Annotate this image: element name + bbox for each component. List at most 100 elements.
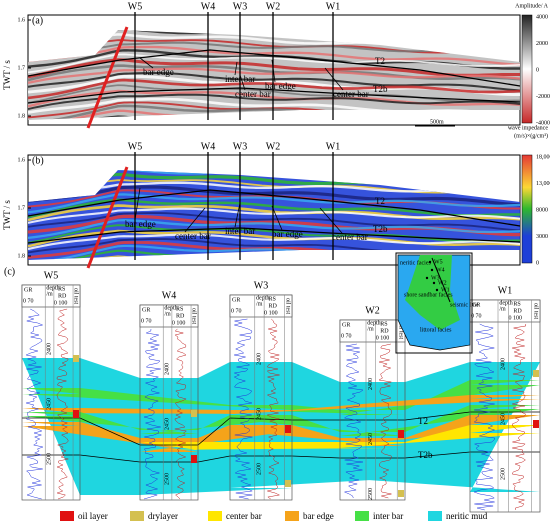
legend-swatch bbox=[428, 511, 442, 521]
label: /m bbox=[164, 311, 171, 317]
horizon bbox=[27, 227, 521, 244]
label: seismic line bbox=[450, 302, 479, 308]
label: drylayer bbox=[148, 511, 178, 521]
horizon bbox=[27, 49, 521, 87]
oil-layer bbox=[398, 430, 404, 438]
map-well bbox=[425, 276, 429, 280]
colorbar bbox=[521, 154, 533, 264]
reflection bbox=[28, 193, 520, 214]
label: bar edge bbox=[265, 81, 296, 91]
colorbar bbox=[521, 14, 533, 124]
fault bbox=[86, 166, 129, 269]
label: 1.6 bbox=[18, 17, 26, 23]
well-header bbox=[229, 294, 293, 318]
label: GR bbox=[142, 307, 150, 313]
label: T2b bbox=[418, 450, 433, 460]
well-header bbox=[21, 284, 81, 308]
label: inter bar bbox=[225, 226, 255, 236]
label: 2450 bbox=[165, 418, 171, 430]
label: W4 bbox=[436, 267, 445, 273]
label: GR bbox=[24, 287, 32, 293]
label: 13,000 bbox=[536, 181, 550, 187]
reflection bbox=[28, 224, 520, 244]
label: 2500 bbox=[47, 453, 53, 465]
label: (a) bbox=[32, 15, 43, 26]
label: 2400 bbox=[257, 353, 263, 365]
map-line bbox=[431, 257, 451, 303]
label: oil layer bbox=[78, 511, 108, 521]
res-curve bbox=[378, 343, 392, 499]
oil-layer bbox=[533, 420, 539, 428]
label: T2 bbox=[418, 416, 428, 426]
label: depth bbox=[46, 285, 59, 291]
label: W4 bbox=[201, 1, 215, 12]
reflection bbox=[28, 233, 520, 251]
label: RD bbox=[380, 328, 389, 334]
label: -2000 bbox=[536, 94, 550, 100]
label: bar edge bbox=[125, 219, 156, 229]
label: oil test bbox=[533, 303, 539, 319]
label: center bar bbox=[175, 231, 211, 241]
legend-swatch bbox=[285, 511, 299, 521]
reflection bbox=[28, 84, 520, 104]
label: RD bbox=[176, 313, 185, 319]
label: depth bbox=[499, 300, 512, 306]
label: 2450 bbox=[368, 433, 374, 445]
label: center bar bbox=[332, 232, 368, 242]
map-well bbox=[432, 281, 436, 285]
label: oil test bbox=[191, 308, 197, 324]
arrow bbox=[271, 205, 283, 231]
label: littoral facies bbox=[420, 326, 452, 333]
dry-layer bbox=[285, 480, 291, 487]
label: oil test bbox=[285, 298, 291, 314]
label: 2500 bbox=[368, 488, 374, 500]
label: W5 bbox=[434, 259, 443, 265]
label: T2 bbox=[375, 56, 385, 66]
gr-curve bbox=[25, 308, 44, 500]
label: RS bbox=[58, 286, 65, 292]
label: W2 bbox=[365, 305, 379, 316]
res-curve bbox=[56, 308, 69, 500]
horizon bbox=[27, 87, 521, 104]
map-well bbox=[435, 288, 439, 292]
label: /m bbox=[46, 291, 53, 297]
label: 2500 bbox=[500, 468, 506, 480]
map-shore bbox=[405, 255, 460, 330]
label: 1.7 bbox=[18, 205, 26, 211]
label: 0 100 bbox=[376, 335, 390, 341]
label: /m bbox=[499, 306, 506, 312]
label: 1.8 bbox=[18, 253, 26, 259]
label: W4 bbox=[162, 290, 176, 301]
horizon bbox=[22, 451, 540, 463]
label: 0 70 bbox=[341, 333, 352, 339]
arrow bbox=[134, 187, 141, 221]
label: W5 bbox=[128, 1, 142, 12]
label: T2 bbox=[375, 196, 385, 206]
label: neritic facies bbox=[400, 259, 431, 266]
label: 0 bbox=[536, 67, 539, 73]
label: (c) bbox=[4, 266, 15, 277]
arrow bbox=[239, 74, 246, 91]
inter-bar bbox=[22, 380, 540, 415]
reflection bbox=[28, 218, 520, 240]
label: 2400 bbox=[368, 378, 374, 390]
reflection bbox=[28, 45, 520, 66]
map-well bbox=[428, 260, 432, 264]
inter-bar bbox=[22, 405, 540, 436]
label: depth bbox=[164, 305, 177, 311]
map-well bbox=[430, 268, 434, 272]
label: neritic mud bbox=[446, 511, 488, 521]
label: (m/s)×(g/cm³) bbox=[514, 132, 548, 139]
label: center bar bbox=[235, 89, 271, 99]
reflection bbox=[28, 58, 520, 79]
label: center bar bbox=[333, 89, 369, 99]
label: 1.7 bbox=[18, 65, 26, 71]
gr-curve bbox=[143, 328, 161, 500]
legend-swatch bbox=[60, 511, 74, 521]
label: bar edge bbox=[272, 229, 303, 239]
label: 2400 bbox=[47, 343, 53, 355]
reflection bbox=[28, 71, 520, 92]
reflection bbox=[28, 212, 520, 232]
seismic-section bbox=[28, 170, 520, 260]
